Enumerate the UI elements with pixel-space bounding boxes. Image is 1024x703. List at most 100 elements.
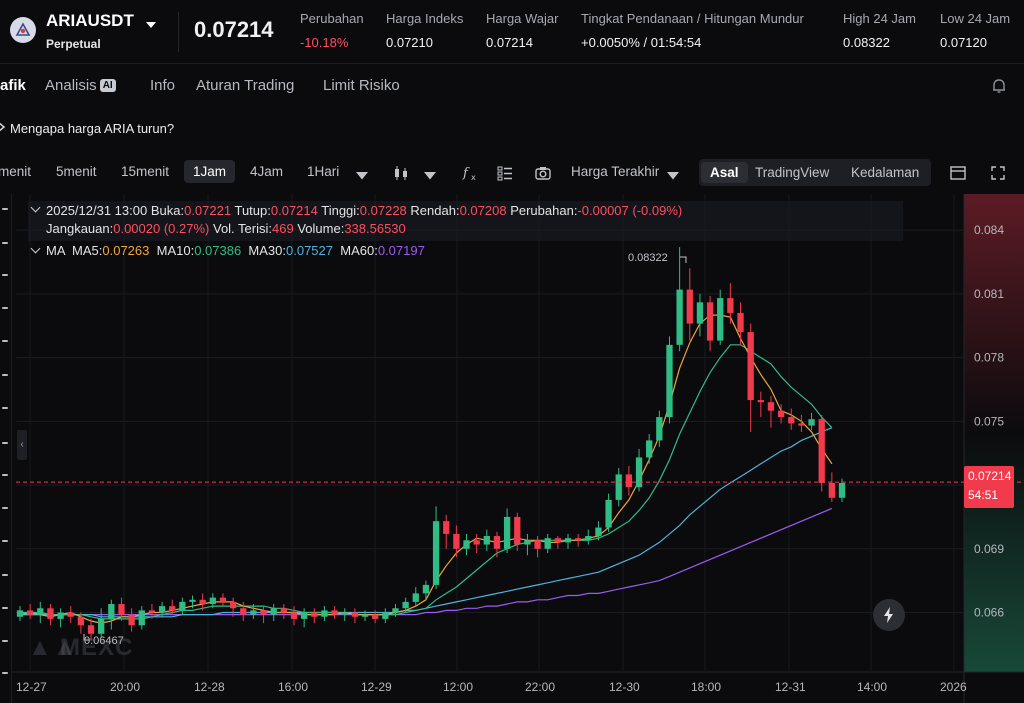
draw-tool-ruler[interactable] — [2, 574, 8, 576]
price-type-dropdown-icon[interactable] — [664, 166, 682, 184]
candle-body — [240, 608, 247, 615]
candle-body — [676, 289, 683, 345]
candle-body — [696, 302, 704, 324]
candle-body — [321, 610, 328, 617]
stat-fair-price: Harga Wajar 0.07214 — [486, 11, 558, 50]
candlestick-chart-svg[interactable]: 0.0840.0810.0780.0750.0720.0690.06612-27… — [12, 194, 1024, 703]
legend-open: 0.07221 — [184, 203, 232, 218]
timeframe-5m[interactable]: 5menit — [56, 164, 97, 179]
candle-type-icon[interactable] — [392, 164, 410, 182]
draw-tool-magnet[interactable] — [2, 607, 8, 609]
fullscreen-icon[interactable] — [989, 164, 1007, 182]
high-marker-arrow — [680, 256, 687, 263]
svg-text:x: x — [471, 173, 476, 182]
quick-trade-button[interactable] — [873, 599, 905, 631]
candle-body — [27, 610, 34, 615]
legend-close-label: Tutup: — [234, 203, 271, 218]
price-chart[interactable]: 0.0840.0810.0780.0750.0720.0690.06612-27… — [12, 194, 1024, 703]
symbol-name[interactable]: ARIAUSDT — [46, 11, 134, 30]
timeframe-4h[interactable]: 4Jam — [250, 164, 284, 179]
ai-question-text[interactable]: Mengapa harga ARIA turun? — [10, 121, 175, 136]
layout-icon[interactable] — [949, 164, 967, 182]
stat-value: 0.07120 — [940, 35, 987, 50]
ai-question-row[interactable]: Mengapa harga ARIA turun? — [0, 108, 1024, 152]
legend-collapse-icon[interactable] — [30, 202, 41, 213]
price-type-select[interactable]: Harga Terakhir — [571, 164, 660, 179]
symbol-dropdown-icon[interactable] — [146, 22, 156, 28]
aria-coin-logo — [10, 17, 36, 43]
draw-tool-lock[interactable] — [2, 640, 8, 642]
draw-tool-delete[interactable] — [2, 672, 8, 674]
ma60-line — [20, 507, 833, 616]
stat-index-price: Harga Indeks 0.07210 — [386, 11, 463, 50]
candle-body — [564, 538, 572, 543]
tab-chart[interactable]: afik — [0, 77, 26, 94]
draw-tool-ray[interactable] — [2, 307, 8, 309]
legend-change: -0.00007 (-0.09%) — [577, 203, 683, 218]
view-tradingview[interactable]: TradingView — [755, 165, 830, 180]
stat-change: Perubahan -10.18% — [300, 11, 364, 50]
candle-body — [777, 410, 785, 418]
candle-body — [727, 298, 734, 313]
draw-tool-icon[interactable] — [2, 540, 8, 542]
candle-body — [361, 614, 369, 617]
settings-list-icon[interactable] — [496, 164, 514, 182]
legend-high-label: Tinggi: — [321, 203, 360, 218]
timeframe-15m[interactable]: 15menit — [121, 164, 170, 179]
candle-body — [280, 608, 287, 613]
candle-body — [625, 474, 633, 488]
draw-tool-text[interactable] — [2, 507, 8, 509]
legend-open-label: Buka: — [150, 203, 185, 218]
view-depth[interactable]: Kedalaman — [851, 165, 920, 180]
view-original[interactable]: Asal — [701, 162, 748, 183]
tab-info[interactable]: Info — [150, 77, 176, 94]
draw-tool-line[interactable] — [2, 242, 8, 244]
stat-value: -10.18% — [300, 35, 349, 50]
draw-tool-measure[interactable] — [2, 474, 8, 476]
timeframe-dropdown-icon[interactable] — [353, 166, 371, 184]
collapse-handle[interactable]: ‹ — [17, 430, 27, 460]
candle-type-dropdown-icon[interactable] — [421, 166, 439, 184]
timeframe-1d[interactable]: 1Hari — [307, 164, 340, 179]
tab-analysis[interactable]: Analisis AI — [45, 77, 116, 94]
tab-risk-limit[interactable]: Limit Risiko — [323, 77, 400, 94]
draw-tool-trend[interactable] — [2, 274, 8, 276]
indicator-icon[interactable]: f x — [461, 164, 479, 182]
candle-body — [199, 599, 206, 605]
price-tick-label: 0.069 — [974, 542, 1004, 556]
candle-body — [98, 618, 105, 634]
draw-tool-pattern[interactable] — [2, 442, 8, 444]
candle-body — [169, 606, 176, 611]
camera-icon[interactable] — [534, 164, 552, 182]
candle-body — [57, 612, 64, 619]
draw-tool-cursor[interactable] — [2, 208, 8, 210]
candle-body — [422, 584, 430, 594]
ohlc-row-2: Jangkauan:0.00020 (0.27%) Vol. Terisi:46… — [46, 221, 406, 236]
candle-body — [351, 612, 359, 617]
price-tick-label: 0.081 — [974, 287, 1004, 301]
time-tick-label: 12-29 — [361, 680, 392, 694]
timeframe-1m[interactable]: menit — [0, 164, 32, 179]
candle-body — [392, 608, 399, 613]
stat-label: Harga Indeks — [386, 11, 464, 26]
candle-body — [443, 521, 450, 534]
tab-trading-rules[interactable]: Aturan Trading — [196, 77, 295, 94]
contract-type: Perpetual — [46, 37, 101, 51]
time-tick-label: 12-30 — [609, 680, 640, 694]
draw-tool-fib[interactable] — [2, 407, 8, 409]
time-tick-label: 16:00 — [278, 680, 308, 694]
candle-body — [514, 516, 521, 545]
legend-low: 0.07208 — [459, 203, 507, 218]
candle-body — [158, 606, 166, 613]
low-marker-arrow — [83, 634, 90, 641]
candle-body — [189, 599, 196, 602]
candle-body — [788, 417, 795, 424]
draw-tool-arrow[interactable] — [2, 374, 8, 376]
svg-text:f: f — [462, 166, 470, 181]
candle-body — [250, 610, 257, 615]
bell-icon[interactable] — [990, 77, 1008, 95]
draw-tool-channel[interactable] — [2, 340, 8, 342]
candle-body — [341, 612, 348, 615]
candle-body — [290, 612, 298, 619]
timeframe-1h[interactable]: 1Jam — [184, 160, 236, 183]
